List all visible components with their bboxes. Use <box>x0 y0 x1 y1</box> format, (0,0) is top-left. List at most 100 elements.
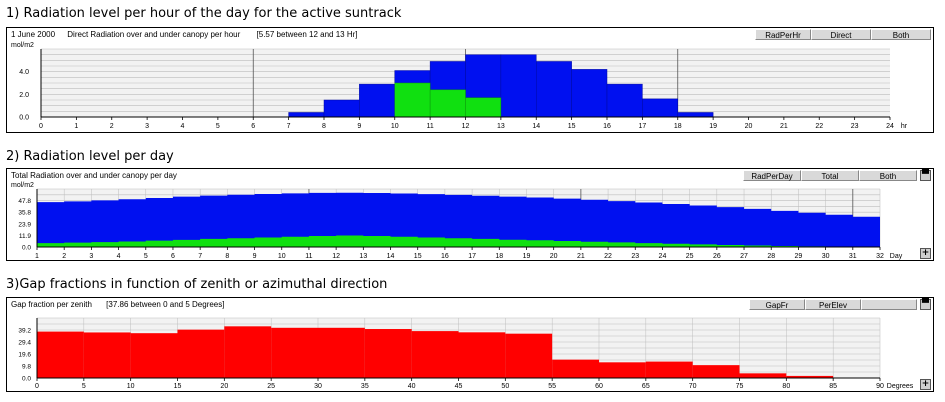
x-tick-label: 19 <box>709 123 717 130</box>
x-tick-label: 75 <box>736 383 744 390</box>
gap-fraction-bar <box>599 362 646 378</box>
x-tick-label: 8 <box>322 123 326 130</box>
x-tick-label: 10 <box>127 383 135 390</box>
over-canopy-bar <box>359 83 395 118</box>
x-tick-label: 85 <box>829 383 837 390</box>
daily-radiation-panel: Total Radiation over and under canopy pe… <box>6 168 934 261</box>
gap-fraction-bar <box>692 365 740 378</box>
over-canopy-area <box>37 192 880 247</box>
over-canopy-bar <box>642 98 678 118</box>
gap-fraction-bar <box>83 332 131 378</box>
x-axis-unit: Degrees <box>887 383 914 390</box>
y-tick-label: 29.4 <box>18 340 31 347</box>
scroll-add-button[interactable]: + <box>920 248 931 259</box>
x-tick-label: 55 <box>548 383 556 390</box>
over-canopy-bar <box>677 112 714 118</box>
x-tick-label: 18 <box>495 253 503 260</box>
over-canopy-bar <box>606 83 643 118</box>
gapfr-button[interactable]: GapFr <box>749 299 805 310</box>
x-tick-label: 16 <box>603 123 611 130</box>
x-tick-label: 20 <box>550 253 558 260</box>
over-canopy-bar <box>288 112 325 118</box>
x-tick-label: 22 <box>604 253 612 260</box>
section-1-heading: 1) Radiation level per hour of the day f… <box>6 6 402 21</box>
under-canopy-area <box>37 235 880 247</box>
gap-fraction-bar <box>552 359 599 378</box>
over-canopy-bar <box>571 69 608 118</box>
gap-fraction-panel: Gap fraction per zenith [37.86 between 0… <box>6 297 934 392</box>
x-tick-label: 24 <box>659 253 667 260</box>
x-tick-label: 21 <box>577 253 585 260</box>
x-tick-label: 31 <box>849 253 857 260</box>
x-tick-label: 50 <box>501 383 509 390</box>
blank-toolbar-button[interactable] <box>861 299 917 310</box>
under-canopy-bar <box>429 89 466 118</box>
chart-3-info: Gap fraction per zenith [37.86 between 0… <box>11 300 224 309</box>
y-axis-unit: mol/m2 <box>11 182 34 189</box>
both-button[interactable]: Both <box>859 170 917 181</box>
chart-3-toolbar: GapFr PerElev <box>749 299 917 310</box>
x-tick-label: 2 <box>110 123 114 130</box>
radperday-button[interactable]: RadPerDay <box>743 170 801 181</box>
x-tick-label: 13 <box>359 253 367 260</box>
x-tick-label: 17 <box>638 123 646 130</box>
x-tick-label: 10 <box>391 123 399 130</box>
gap-fraction-bar <box>645 361 693 378</box>
x-tick-label: 14 <box>532 123 540 130</box>
both-button[interactable]: Both <box>871 29 931 40</box>
x-tick-label: 11 <box>426 123 433 130</box>
chart-1-info: 1 June 2000 Direct Radiation over and un… <box>11 30 357 39</box>
gap-fraction-bar <box>271 327 318 378</box>
x-tick-label: 15 <box>568 123 576 130</box>
chart-3-max-note: [37.86 between 0 and 5 Degrees] <box>106 300 225 309</box>
y-tick-label: 0.0 <box>22 245 31 252</box>
x-tick-label: 13 <box>497 123 505 130</box>
gap-fraction-bar <box>739 373 787 378</box>
direct-button[interactable]: Direct <box>811 29 871 40</box>
x-tick-label: 28 <box>767 253 775 260</box>
x-tick-label: 7 <box>198 253 202 260</box>
x-tick-label: 18 <box>674 123 682 130</box>
over-canopy-bar <box>500 54 537 118</box>
x-tick-label: 60 <box>595 383 603 390</box>
x-tick-label: 35 <box>361 383 369 390</box>
y-tick-label: 47.8 <box>18 198 31 205</box>
scroll-add-button[interactable]: + <box>920 379 931 390</box>
x-tick-label: 6 <box>251 123 255 130</box>
y-tick-label: 9.8 <box>22 364 31 371</box>
x-tick-label: 4 <box>117 253 121 260</box>
x-tick-label: 65 <box>642 383 650 390</box>
under-canopy-bar <box>394 82 431 118</box>
x-tick-label: 5 <box>144 253 148 260</box>
x-tick-label: 7 <box>287 123 291 130</box>
x-tick-label: 40 <box>408 383 416 390</box>
x-tick-label: 26 <box>713 253 721 260</box>
scroll-up-button[interactable]: ▀ <box>920 170 931 181</box>
x-tick-label: 19 <box>523 253 531 260</box>
hourly-radiation-chart: mol/m20.02.04.00 1 2 3 4 5 6 7 8 9 10 11 12 13 14 15 16 1… <box>11 42 908 130</box>
x-tick-label: 1 <box>35 253 39 260</box>
y-tick-label: 0.0 <box>22 376 31 383</box>
total-button[interactable]: Total <box>801 170 859 181</box>
scroll-up-button[interactable]: ▀ <box>920 299 931 310</box>
x-tick-label: 8 <box>225 253 229 260</box>
x-tick-label: 45 <box>455 383 463 390</box>
chart-1-date: 1 June 2000 <box>11 30 56 39</box>
daily-radiation-chart: mol/m20.011.923.935.847.81 2 3 4 5 6 7 8 9 10 11 12… <box>11 182 903 260</box>
gap-fraction-bar <box>318 327 365 378</box>
x-tick-label: 2 <box>62 253 66 260</box>
over-canopy-bar <box>323 99 360 118</box>
hourly-radiation-panel: 1 June 2000 Direct Radiation over and un… <box>6 27 934 133</box>
chart-1-title: Direct Radiation over and under canopy p… <box>67 30 241 39</box>
x-tick-label: 9 <box>253 253 257 260</box>
gap-fraction-bar <box>364 329 412 378</box>
x-tick-label: 23 <box>851 123 859 130</box>
perelev-button[interactable]: PerElev <box>805 299 861 310</box>
x-tick-label: 25 <box>686 253 694 260</box>
chart-1-toolbar: RadPerHr Direct Both <box>755 29 931 40</box>
x-tick-label: 5 <box>216 123 220 130</box>
x-tick-label: 0 <box>35 383 39 390</box>
radperhr-button[interactable]: RadPerHr <box>755 29 811 40</box>
x-tick-label: 5 <box>82 383 86 390</box>
x-tick-label: 4 <box>181 123 185 130</box>
